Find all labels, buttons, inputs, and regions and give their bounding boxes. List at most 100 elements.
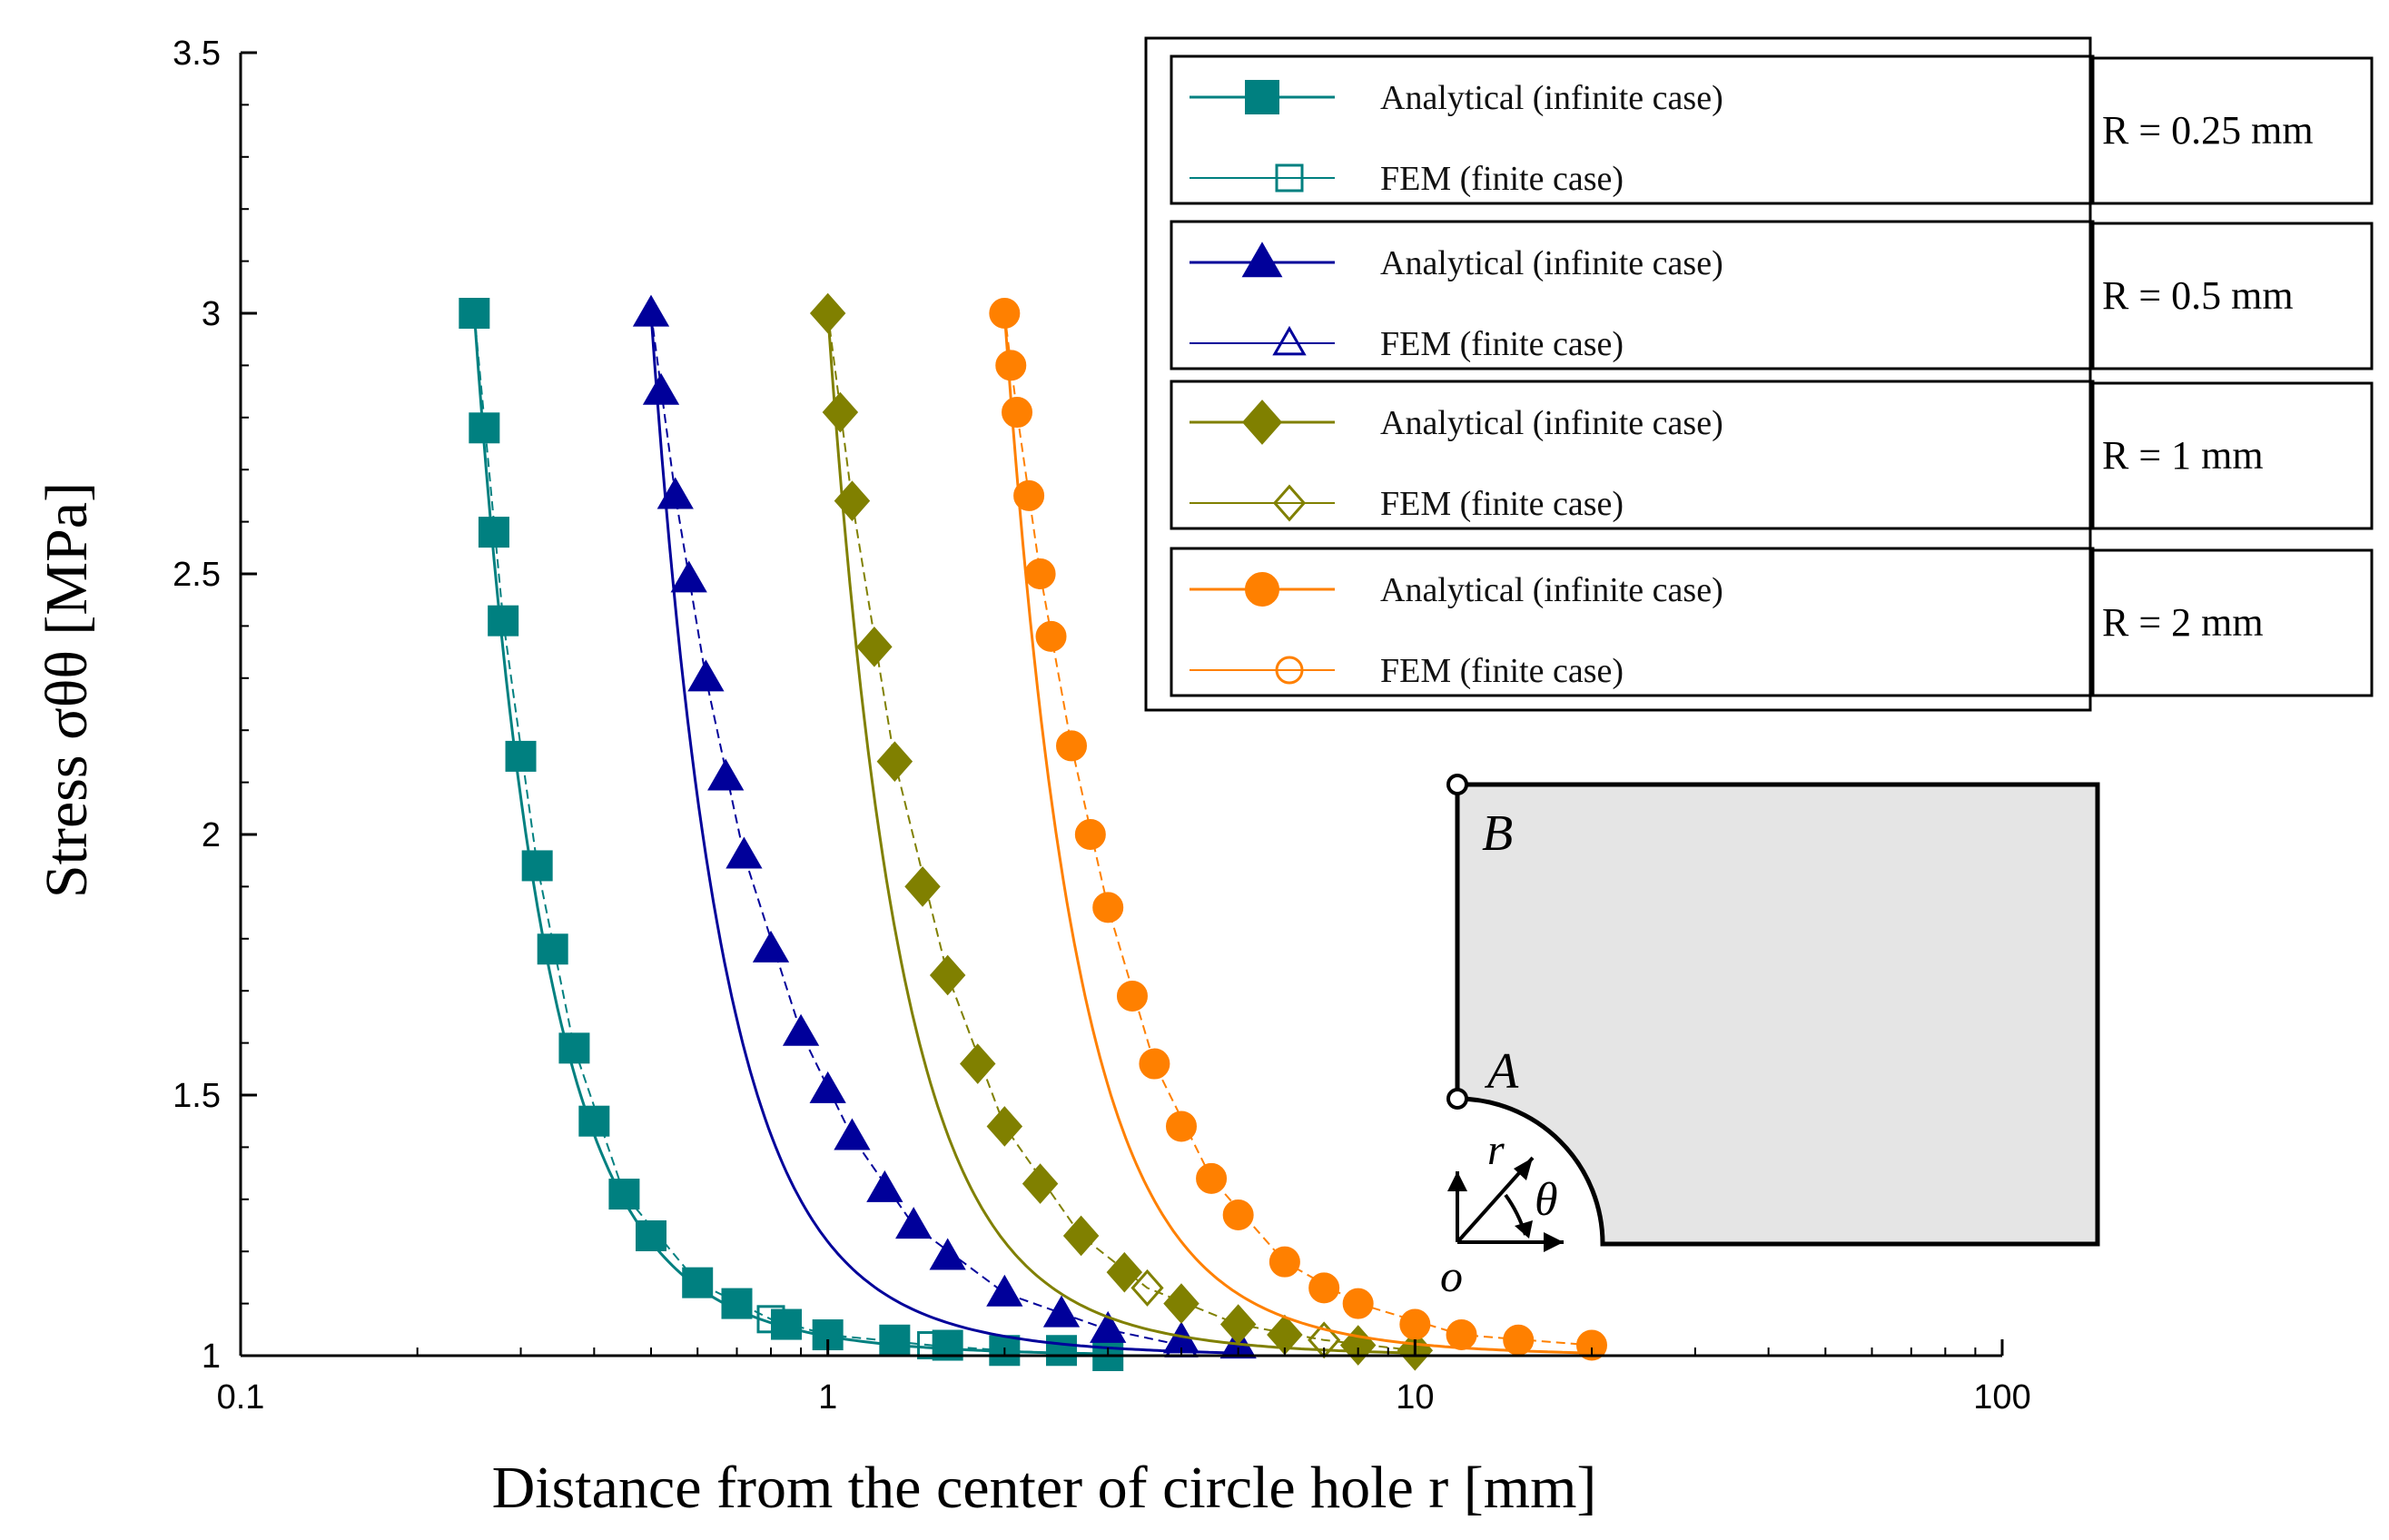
series-group-0: [459, 298, 1124, 1371]
triangle-marker: [642, 372, 680, 405]
legend-radius-frame: [2091, 381, 2374, 530]
triangle-marker: [1042, 1295, 1081, 1328]
diamond-marker: [1106, 1251, 1143, 1293]
r-label: r: [1487, 1126, 1505, 1174]
circle-marker: [1056, 730, 1088, 762]
plot-area: [459, 292, 1607, 1371]
diamond-marker: [904, 866, 941, 907]
square-marker: [1245, 80, 1279, 114]
diamond-marker: [878, 743, 912, 781]
diamond-marker: [931, 956, 964, 994]
circle-marker: [1057, 731, 1086, 760]
circle-marker: [989, 298, 1021, 329]
legend-analytical-label: Analytical (infinite case): [1380, 79, 1723, 117]
circle-marker: [1139, 1048, 1170, 1080]
square-marker: [917, 1331, 946, 1360]
square-marker: [537, 933, 568, 965]
circle-marker: [1344, 1289, 1373, 1318]
triangle-marker: [1272, 325, 1307, 356]
diamond-marker: [960, 1043, 996, 1084]
diamond-marker: [1022, 1163, 1059, 1204]
square-marker: [879, 1324, 911, 1356]
point-a-marker: [1446, 1088, 1468, 1110]
diamond-marker: [1163, 1283, 1199, 1324]
triangle-marker: [658, 478, 693, 508]
diamond-marker: [1339, 1325, 1377, 1366]
circle-marker: [1342, 1288, 1374, 1319]
diamond-marker: [1219, 1304, 1257, 1345]
diamond-marker: [834, 480, 871, 521]
diamond-marker: [876, 741, 913, 782]
square-marker: [459, 299, 489, 328]
square-marker: [559, 1033, 588, 1062]
diamond-marker: [856, 627, 893, 667]
circle-marker: [1447, 1320, 1476, 1349]
point-a-label: A: [1484, 1043, 1519, 1100]
triangle-marker: [866, 1170, 903, 1202]
legend-radius-frame: [2091, 222, 2374, 370]
diamond-marker: [822, 391, 859, 433]
y-tick-label: 2.5: [173, 556, 221, 594]
circle-marker: [1308, 1272, 1340, 1304]
circle-marker: [1165, 1111, 1197, 1142]
triangle-marker: [896, 1208, 931, 1238]
square-marker: [682, 1267, 714, 1298]
analytical-curve-line: [1002, 312, 1592, 1355]
legend-radius-label: R = 2 mm: [2102, 600, 2264, 645]
legend-radius-frame: [2091, 548, 2374, 697]
square-marker: [488, 605, 519, 637]
legend-analytical-label: Analytical (infinite case): [1380, 404, 1723, 442]
theta-label: θ: [1535, 1174, 1558, 1226]
diamond-marker: [988, 1107, 1022, 1145]
circle-marker: [1002, 397, 1033, 429]
diamond-marker: [929, 954, 966, 996]
circle-marker: [1270, 1248, 1299, 1277]
square-marker: [609, 1180, 638, 1209]
series-group-3: [989, 298, 1607, 1361]
legend-radius-label: R = 0.25 mm: [2102, 108, 2314, 153]
legend-fem-label: FEM (finite case): [1380, 160, 1624, 198]
square-marker: [489, 607, 518, 636]
circle-marker: [1196, 1162, 1228, 1194]
circle-marker: [1093, 893, 1122, 922]
y-tick-label: 1: [202, 1338, 221, 1376]
legend-radius-label: R = 0.5 mm: [2102, 273, 2294, 318]
plate-with-hole-shape: [1455, 782, 2100, 1247]
diamond-marker: [1062, 1215, 1100, 1257]
analytical-curve-line: [649, 312, 1239, 1355]
triangle-marker: [688, 660, 724, 691]
circle-marker: [1140, 1050, 1169, 1079]
x-axis-title: Distance from the center of circle hole …: [492, 1455, 1597, 1521]
diamond-marker: [835, 482, 869, 520]
legend-fem-label: FEM (finite case): [1380, 325, 1624, 363]
triangle-marker: [834, 1119, 870, 1150]
theta-arrowhead-icon: [1515, 1220, 1533, 1239]
analytical-curve-line: [472, 312, 1109, 1356]
square-marker: [459, 298, 490, 329]
square-marker: [683, 1269, 712, 1298]
y-tick-label: 2: [202, 816, 221, 854]
triangle-marker: [784, 1015, 818, 1045]
diamond-marker: [1130, 1269, 1164, 1307]
fem-curve-line: [473, 312, 1109, 1357]
diamond-marker: [811, 294, 844, 332]
y-arrowhead-icon: [1447, 1171, 1467, 1191]
y-tick-label: 1.5: [173, 1077, 221, 1115]
square-marker: [1275, 163, 1304, 192]
square-marker: [469, 412, 500, 444]
legend-analytical-label: Analytical (infinite case): [1380, 244, 1723, 282]
origin-label: o: [1440, 1250, 1463, 1301]
circle-marker: [1024, 558, 1056, 589]
circle-marker: [990, 299, 1019, 328]
circle-marker: [1026, 559, 1055, 588]
triangle-marker: [707, 758, 745, 791]
triangle-marker: [929, 1238, 966, 1270]
circle-marker: [1222, 1199, 1254, 1231]
square-marker: [721, 1288, 753, 1319]
circle-marker: [1245, 572, 1279, 607]
x-tick-label: 10: [1396, 1378, 1434, 1417]
circle-marker: [1399, 1308, 1431, 1340]
diamond-marker: [1272, 484, 1307, 522]
diamond-marker: [1241, 400, 1283, 445]
